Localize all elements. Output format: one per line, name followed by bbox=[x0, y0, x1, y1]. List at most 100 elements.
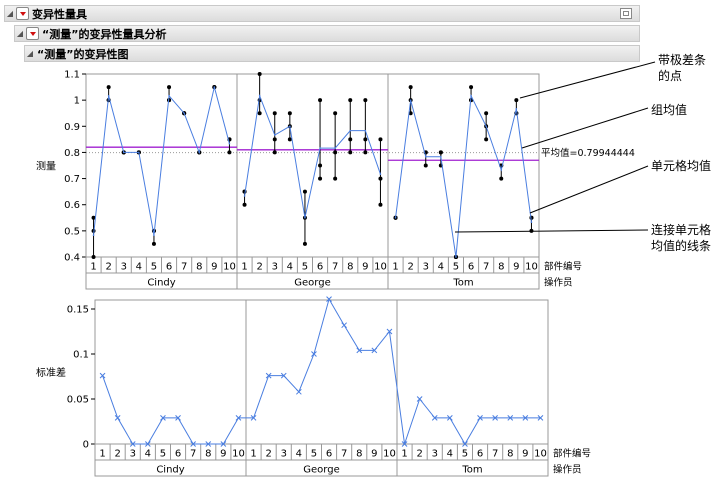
y-axis-label: 测量 bbox=[36, 160, 56, 173]
measurement-point bbox=[333, 176, 338, 181]
std-dev-marker bbox=[114, 415, 121, 421]
cell-mean-point bbox=[258, 94, 261, 97]
std-dev-marker-stroke bbox=[144, 441, 151, 447]
std-dev-marker-stroke bbox=[175, 415, 181, 421]
measurement-point bbox=[438, 150, 443, 155]
part-label: 8 bbox=[507, 449, 513, 460]
std-dev-marker-stroke bbox=[431, 415, 438, 421]
window-icon[interactable] bbox=[620, 8, 632, 19]
measurement-point bbox=[499, 176, 504, 181]
std-dev-marker bbox=[341, 322, 348, 329]
part-label: 6 bbox=[166, 262, 172, 273]
report-header: ◢ 变异性量具 bbox=[4, 5, 640, 22]
std-dev-marker bbox=[144, 441, 151, 447]
part-label: 1 bbox=[99, 449, 105, 460]
red-triangle-menu-icon[interactable] bbox=[26, 27, 39, 40]
std-dev-marker-stroke bbox=[190, 441, 197, 447]
std-dev-marker bbox=[265, 372, 272, 379]
part-label: 7 bbox=[483, 262, 489, 273]
std-dev-marker-stroke bbox=[295, 388, 302, 395]
red-triangle-menu-icon[interactable] bbox=[16, 7, 29, 20]
y-tick-label: 1 bbox=[74, 96, 80, 107]
cell-mean-point bbox=[304, 216, 306, 219]
measurement-point bbox=[272, 137, 277, 142]
std-dev-marker-stroke bbox=[129, 441, 136, 447]
measurement-point bbox=[318, 176, 323, 181]
measurement-point bbox=[257, 72, 262, 76]
cell-mean-point bbox=[515, 108, 518, 110]
plot-frame bbox=[94, 299, 549, 445]
std-dev-marker bbox=[371, 347, 378, 354]
measurement-point bbox=[348, 150, 353, 155]
std-dev-marker-stroke bbox=[416, 396, 423, 402]
cell-mean-point bbox=[228, 142, 231, 145]
callout-leader-line bbox=[454, 229, 649, 233]
measurement-point bbox=[378, 202, 383, 207]
cell-mean-point bbox=[485, 125, 487, 128]
part-label: 1 bbox=[241, 262, 247, 273]
y-tick-label: 0 bbox=[83, 440, 89, 451]
std-dev-marker-stroke bbox=[371, 347, 378, 354]
measurement-point bbox=[348, 98, 353, 103]
part-label: 9 bbox=[513, 262, 519, 273]
std-dev-marker bbox=[431, 415, 438, 421]
cell-mean-point bbox=[424, 155, 427, 158]
std-dev-marker-stroke bbox=[401, 441, 408, 447]
collapse-triangle-icon[interactable]: ◢ bbox=[6, 9, 14, 18]
y-axis-label: 标准差 bbox=[36, 366, 66, 379]
measurement-point bbox=[484, 137, 489, 142]
part-label: 9 bbox=[371, 449, 377, 460]
std-dev-marker-stroke bbox=[341, 322, 348, 329]
measurement-point bbox=[287, 137, 292, 142]
std-dev-marker bbox=[311, 351, 317, 357]
collapse-triangle-icon[interactable]: ◢ bbox=[26, 49, 34, 58]
std-dev-marker bbox=[99, 372, 106, 379]
std-dev-marker bbox=[326, 296, 332, 302]
part-label: 3 bbox=[281, 449, 287, 460]
measurement-point bbox=[514, 98, 519, 103]
measurement-point bbox=[91, 255, 96, 259]
cell-mean-point bbox=[168, 94, 170, 97]
measurement-point bbox=[408, 85, 413, 90]
measurement-point bbox=[167, 85, 172, 90]
operator-label: Tom bbox=[461, 465, 482, 476]
cell-mean-point bbox=[122, 151, 125, 154]
std-dev-marker bbox=[190, 441, 197, 447]
cell-mean-point bbox=[243, 195, 246, 197]
part-label: 2 bbox=[114, 449, 120, 460]
cell-mean-point bbox=[138, 151, 140, 154]
measurement-point bbox=[272, 111, 277, 116]
y-tick-label: 0.1 bbox=[73, 350, 89, 361]
cell-mean-line bbox=[244, 93, 381, 218]
part-label: 8 bbox=[196, 262, 202, 273]
callout-range-points: 带极差条 的点 bbox=[658, 53, 707, 83]
measurement-point bbox=[91, 215, 96, 220]
part-label: 5 bbox=[151, 262, 157, 273]
collapse-triangle-icon[interactable]: ◢ bbox=[16, 29, 24, 38]
operator-label: Cindy bbox=[156, 465, 184, 476]
part-label: 2 bbox=[407, 262, 413, 273]
measurement-point bbox=[333, 150, 338, 155]
cell-mean-point bbox=[440, 155, 442, 158]
cell-mean-line bbox=[395, 93, 532, 258]
part-label: 10 bbox=[223, 262, 236, 273]
analysis-title: “测量”的变异性量具分析 bbox=[42, 27, 167, 41]
measurement-point bbox=[363, 137, 368, 142]
part-label: 4 bbox=[296, 449, 302, 460]
part-label: 3 bbox=[272, 262, 278, 273]
std-dev-marker bbox=[462, 441, 468, 447]
cell-mean-point bbox=[107, 94, 110, 97]
std-dev-marker bbox=[492, 415, 499, 421]
std-dev-line bbox=[102, 297, 541, 445]
callout-leader-line bbox=[529, 165, 649, 214]
measurement-point bbox=[363, 98, 368, 103]
measurement-point bbox=[318, 98, 323, 103]
part-label: 10 bbox=[383, 449, 396, 460]
std-dev-marker-stroke bbox=[477, 415, 483, 421]
part-label: 7 bbox=[190, 449, 196, 460]
cell-mean-point bbox=[213, 86, 216, 88]
part-label: 4 bbox=[136, 262, 142, 273]
part-label: 7 bbox=[341, 449, 347, 460]
part-label: 9 bbox=[220, 449, 226, 460]
callout-cell-mean: 单元格均值 bbox=[651, 159, 712, 173]
